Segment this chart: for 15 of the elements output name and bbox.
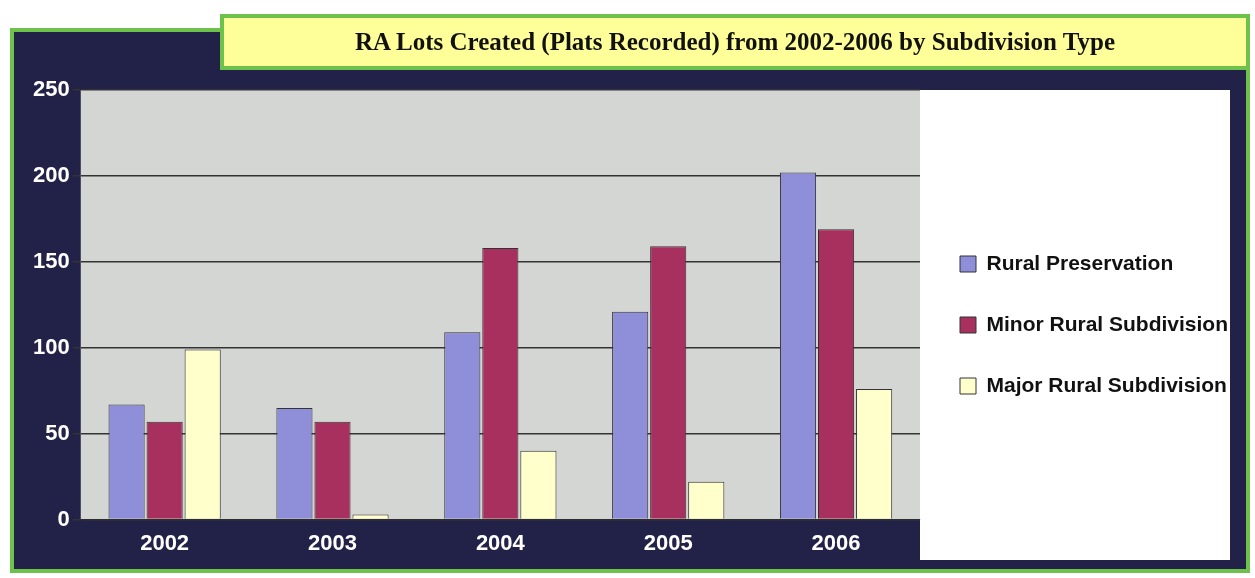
legend-label: Minor Rural Subdivision xyxy=(986,311,1229,335)
x-tick-label: 2006 xyxy=(811,529,861,555)
y-tick-label: 50 xyxy=(45,419,70,445)
legend-label: Rural Preservation xyxy=(986,250,1174,274)
x-tick-label: 2002 xyxy=(140,529,190,555)
y-tick-label: 250 xyxy=(32,76,70,102)
chart-title: RA Lots Created (Plats Recorded) from 2002-2006 by Subdivision Type xyxy=(220,14,1250,70)
y-tick-label: 100 xyxy=(32,333,70,359)
y-tick-label: 200 xyxy=(32,161,70,187)
legend-label: Major Rural Subdivision xyxy=(986,372,1227,396)
x-tick-label: 2003 xyxy=(308,529,357,555)
y-tick-label: 0 xyxy=(57,505,70,531)
x-tick-label: 2004 xyxy=(475,529,526,555)
y-tick-label: 150 xyxy=(32,247,70,273)
x-tick-label: 2005 xyxy=(643,529,693,555)
